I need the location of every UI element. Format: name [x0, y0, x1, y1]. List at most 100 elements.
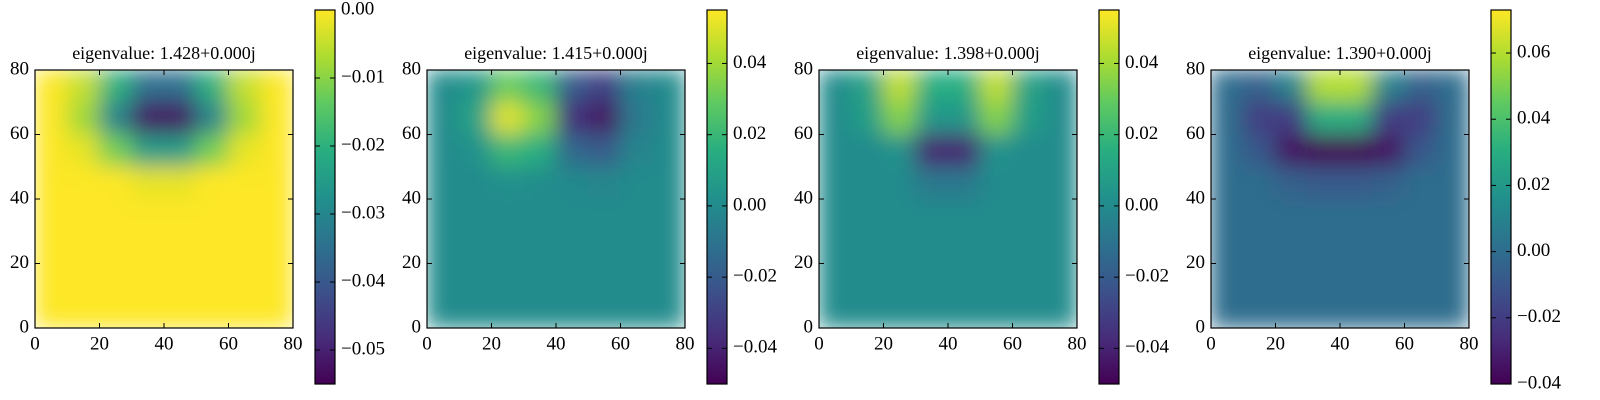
heatmap-cell: [523, 263, 557, 297]
heatmap-cell: [850, 263, 884, 297]
heatmap-cell: [883, 263, 917, 297]
colorbar-tick-label: −0.03: [341, 202, 385, 223]
heatmap-cell: [260, 134, 293, 168]
heatmap-cell: [427, 295, 460, 328]
heatmap-cell: [131, 70, 165, 103]
heatmap-cell: [35, 230, 68, 264]
heatmap-cell: [99, 295, 133, 328]
y-tick-label: 0: [804, 316, 814, 337]
heatmap-cell: [883, 198, 917, 232]
heatmap-cell: [1275, 134, 1309, 168]
heatmap-cell: [1307, 295, 1341, 328]
heatmap-cell: [1404, 70, 1438, 103]
heatmap-cell: [131, 101, 165, 135]
heatmap-cell: [163, 101, 197, 135]
heatmap: [1211, 70, 1469, 328]
heatmap-cell: [1307, 101, 1341, 135]
heatmap-cell: [228, 230, 262, 264]
heatmap-cell: [260, 230, 293, 264]
heatmap-cell: [35, 198, 68, 232]
x-tick-label: 40: [1331, 333, 1350, 354]
heatmap-cell: [260, 101, 293, 135]
colorbar-tick-label: 0.02: [1517, 174, 1550, 195]
heatmap-cell: [1012, 70, 1046, 103]
heatmap-cell: [427, 198, 460, 232]
x-tick-label: 20: [90, 333, 109, 354]
heatmap-cell: [491, 198, 525, 232]
heatmap-cell: [260, 263, 293, 297]
heatmap-cell: [195, 230, 229, 264]
heatmap-cell: [260, 70, 293, 103]
heatmap-cell: [883, 101, 917, 135]
heatmap-cell: [1436, 166, 1469, 200]
heatmap-cell: [819, 166, 852, 200]
heatmap-cell: [491, 134, 525, 168]
heatmap-cell: [947, 263, 981, 297]
heatmap-cell: [1044, 295, 1077, 328]
heatmap-cell: [1436, 134, 1469, 168]
heatmap-cell: [915, 230, 949, 264]
heatmap-cell: [1044, 198, 1077, 232]
heatmap-cell: [979, 134, 1013, 168]
heatmap-cell: [1275, 198, 1309, 232]
heatmap-cell: [587, 166, 621, 200]
heatmap-cell: [979, 295, 1013, 328]
colorbar-tick-label: 0.02: [1125, 123, 1158, 144]
heatmap-cell: [1371, 101, 1405, 135]
heatmap-cell: [427, 101, 460, 135]
heatmap-cell: [1275, 230, 1309, 264]
x-tick-label: 80: [1460, 333, 1479, 354]
heatmap-cell: [555, 101, 589, 135]
heatmap-cell: [1436, 230, 1469, 264]
heatmap-cell: [195, 166, 229, 200]
y-tick-label: 80: [794, 58, 813, 79]
heatmap-cell: [228, 101, 262, 135]
heatmap-cell: [523, 166, 557, 200]
x-tick-label: 0: [422, 333, 432, 354]
heatmap-cell: [163, 230, 197, 264]
heatmap-cell: [163, 198, 197, 232]
heatmap-cell: [555, 198, 589, 232]
heatmap-cell: [1275, 295, 1309, 328]
heatmap-cell: [66, 263, 100, 297]
heatmap-cell: [228, 295, 262, 328]
x-tick-label: 80: [676, 333, 695, 354]
y-tick-label: 60: [10, 123, 29, 144]
heatmap-cell: [228, 263, 262, 297]
heatmap-cell: [1339, 134, 1373, 168]
heatmap-cell: [652, 101, 685, 135]
y-tick-label: 0: [412, 316, 422, 337]
heatmap-cell: [66, 198, 100, 232]
y-tick-label: 20: [1186, 252, 1205, 273]
heatmap-cell: [1404, 166, 1438, 200]
y-tick-label: 40: [1186, 187, 1205, 208]
heatmap-cell: [458, 295, 492, 328]
x-tick-label: 20: [874, 333, 893, 354]
colorbar-tick-label: −0.02: [341, 134, 385, 155]
heatmap-cell: [1436, 295, 1469, 328]
heatmap-cells: [427, 70, 685, 328]
heatmap-cell: [1436, 263, 1469, 297]
colorbar-tick-label: −0.02: [1125, 266, 1169, 287]
heatmap-cell: [1044, 134, 1077, 168]
heatmap-cell: [163, 166, 197, 200]
x-tick-label: 40: [155, 333, 174, 354]
heatmap-cell: [427, 230, 460, 264]
heatmap-cell: [620, 166, 654, 200]
heatmap-cell: [1242, 263, 1276, 297]
colorbar-tick-label: 0.04: [733, 52, 767, 73]
heatmap-cell: [620, 134, 654, 168]
heatmap-cell: [35, 263, 68, 297]
heatmap-cell: [195, 198, 229, 232]
heatmap-cell: [427, 134, 460, 168]
heatmap-cell: [1436, 70, 1469, 103]
x-tick-label: 20: [1266, 333, 1285, 354]
heatmap-cell: [99, 263, 133, 297]
heatmap-cell: [915, 295, 949, 328]
heatmap-cell: [195, 101, 229, 135]
heatmap-cell: [620, 295, 654, 328]
x-tick-label: 60: [219, 333, 238, 354]
colorbar-tick-label: 0.00: [1125, 194, 1158, 215]
chart-title: eigenvalue: 1.398+0.000j: [856, 43, 1040, 63]
heatmap-cell: [131, 134, 165, 168]
